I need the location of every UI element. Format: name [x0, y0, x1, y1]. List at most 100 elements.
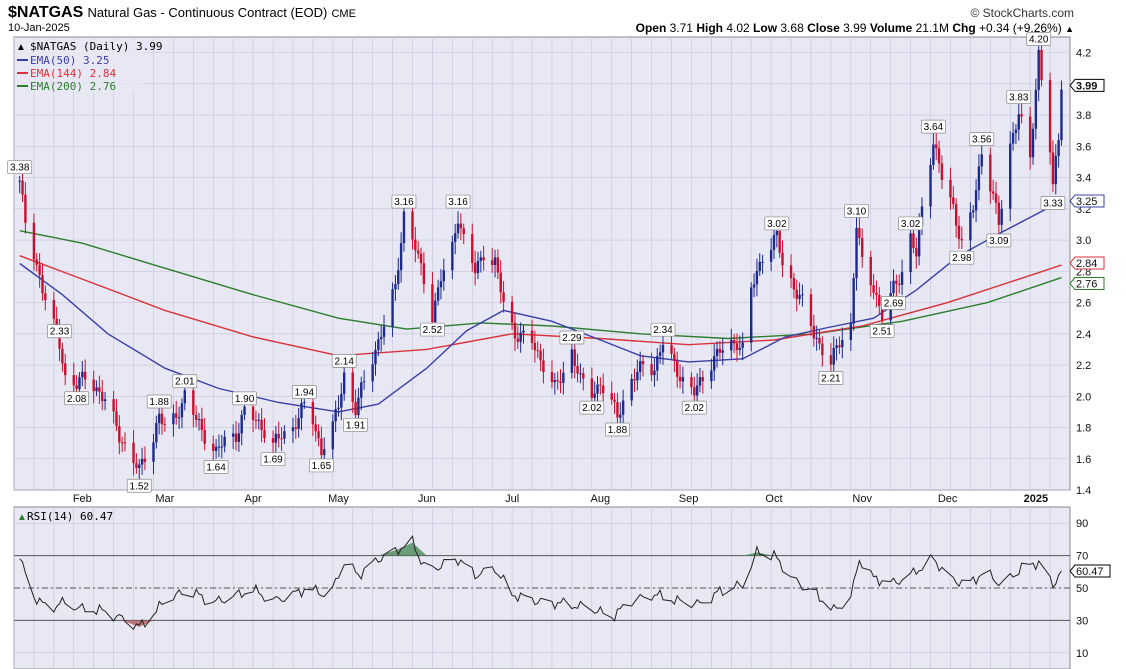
candle-body: [52, 300, 56, 319]
rsi-tick-label: 70: [1076, 551, 1088, 563]
price-callout: 2.14: [331, 354, 357, 368]
price-callout: 1.52: [126, 478, 152, 493]
candle-body: [795, 289, 798, 299]
candle-body: [379, 336, 383, 340]
month-tick-label: 2025: [1024, 493, 1048, 505]
candle-body: [792, 278, 796, 290]
candle-body: [912, 233, 915, 249]
candle-body: [101, 391, 104, 402]
price-callout-text: 2.52: [423, 325, 443, 336]
candle-body: [940, 163, 944, 180]
candle-body: [32, 222, 36, 260]
candle-body: [880, 305, 884, 321]
candle-body: [570, 349, 574, 373]
candle-body: [698, 377, 702, 386]
candle-body: [1060, 89, 1063, 141]
candle-body: [898, 283, 901, 285]
price-callout: 3.33: [1040, 196, 1066, 210]
candle-body: [391, 289, 394, 327]
candle-body: [582, 373, 585, 379]
price-callout: 1.88: [146, 394, 172, 409]
candle-body: [957, 225, 961, 240]
candle-body: [135, 463, 138, 468]
price-callout-text: 2.34: [653, 325, 673, 336]
candle-body: [755, 271, 759, 285]
candle-body: [194, 414, 198, 420]
price-callout-text: 1.64: [206, 463, 226, 474]
candle-body: [1031, 128, 1035, 158]
candle-body: [900, 272, 904, 285]
price-tick-label: 3.4: [1076, 173, 1091, 185]
candle-body: [231, 433, 235, 437]
candle-body: [459, 223, 463, 229]
candle-body: [439, 281, 443, 288]
candle-body: [260, 419, 263, 431]
candle-body: [81, 371, 84, 378]
candle-body: [519, 332, 522, 342]
candle-legend-icon: ▲: [16, 42, 26, 53]
candle-body: [1000, 208, 1003, 225]
rsi-tick-label: 10: [1076, 648, 1088, 660]
candle-body: [758, 261, 761, 272]
candle-body: [516, 338, 520, 342]
candle-body: [801, 294, 804, 296]
month-tick-label: Nov: [852, 493, 872, 505]
candle-body: [601, 385, 605, 394]
candle-body: [855, 227, 858, 279]
candle-body: [172, 413, 175, 425]
candle-body: [562, 372, 565, 383]
candle-body: [1051, 152, 1055, 185]
rsi-overbought-fill: [742, 552, 757, 556]
candle-body: [969, 212, 972, 241]
candle-body: [303, 402, 306, 404]
candle-body: [152, 442, 155, 462]
open-value: 3.71: [669, 21, 693, 35]
candle-body: [160, 413, 164, 425]
chg-label: Chg: [952, 21, 976, 35]
candle-body: [143, 458, 147, 462]
price-callout-text: 2.08: [67, 394, 87, 405]
rsi-last-value-text: 60.47: [1076, 566, 1104, 578]
rsi-layer: [14, 522, 1070, 654]
candle-body: [596, 384, 599, 394]
price-callout: 2.29: [559, 330, 585, 345]
price-callout: 3.16: [391, 194, 417, 209]
candle-body: [809, 294, 813, 326]
candle-body: [798, 294, 801, 299]
candle-body: [974, 190, 978, 211]
candle-body: [414, 239, 417, 251]
candle-body: [317, 431, 320, 439]
price-callout-text: 2.29: [562, 333, 582, 344]
candle-body: [661, 344, 665, 353]
candle-body: [493, 257, 497, 266]
candle-body: [713, 356, 716, 371]
candle-body: [340, 393, 343, 408]
last-value-tag: 3.25: [1069, 194, 1105, 208]
candle-body: [761, 261, 764, 263]
candle-body: [434, 300, 437, 323]
candle-body: [1014, 129, 1018, 134]
candle-body: [681, 377, 685, 382]
candle-body: [419, 253, 423, 264]
candle-body: [1020, 114, 1023, 117]
candle-body: [630, 378, 633, 401]
price-callout-text: 3.83: [1009, 92, 1029, 103]
last-value-tag-text: 3.25: [1076, 196, 1097, 208]
candle-body: [479, 257, 483, 261]
candle-body: [536, 350, 539, 352]
candle-body: [1054, 155, 1057, 185]
brand-label[interactable]: © StockCharts.com: [970, 6, 1074, 20]
candle-body: [832, 347, 835, 365]
candle-body: [234, 433, 238, 442]
price-callout: 2.02: [579, 400, 605, 415]
candle-body: [556, 380, 559, 382]
high-value: 4.02: [726, 21, 750, 35]
rsi-overbought-fill: [398, 542, 413, 556]
price-tick-label: 1.6: [1076, 454, 1091, 466]
candle-body: [841, 340, 844, 348]
candle-body: [789, 265, 793, 279]
candle-body: [849, 323, 853, 341]
candle-body: [112, 399, 115, 412]
candle-body: [431, 284, 434, 323]
price-callout: 2.34: [650, 322, 676, 337]
